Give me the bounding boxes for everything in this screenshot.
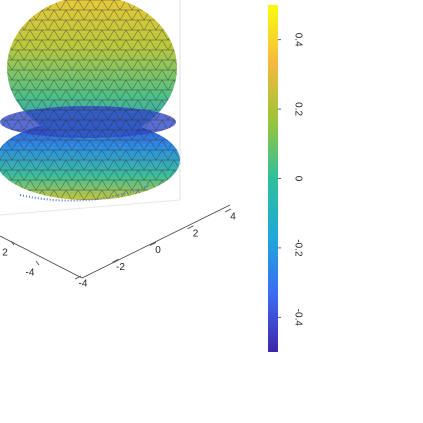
y-tick-label: -4 [79, 279, 88, 290]
surface [0, 0, 180, 202]
colorbar-tick-label: 0 [292, 176, 303, 182]
y-tick-label: -2 [116, 262, 125, 273]
x-tick-label: -4 [26, 268, 35, 279]
tick-mark [224, 208, 232, 213]
y-tick-label: 4 [230, 212, 236, 223]
colorbar-tick-label: -0.4 [292, 309, 303, 327]
axes-box [0, 0, 231, 279]
tick-mark [149, 242, 157, 246]
y-tick-label: 2 [193, 228, 199, 239]
tick-mark [112, 258, 119, 263]
colorbar [268, 5, 278, 352]
colorbar-tick-label: 0.2 [292, 102, 303, 116]
tick-mark [10, 240, 15, 246]
tick-mark [187, 225, 194, 230]
colorbar-tick-label: 0.4 [292, 33, 303, 47]
tick-mark [74, 275, 82, 280]
y-tick-label: 0 [155, 245, 161, 256]
tick-mark [35, 260, 40, 266]
x-tick-label: 2 [2, 248, 8, 259]
colorbar-tick-label: -0.2 [292, 239, 303, 257]
